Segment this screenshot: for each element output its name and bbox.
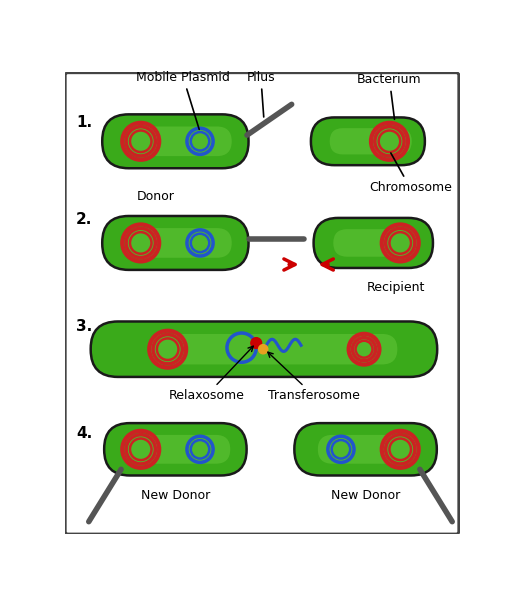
Text: Bacterium: Bacterium [357, 73, 422, 119]
Text: Pilus: Pilus [247, 71, 275, 117]
Text: 3.: 3. [76, 319, 92, 334]
Circle shape [251, 338, 262, 349]
FancyBboxPatch shape [314, 218, 433, 268]
FancyBboxPatch shape [126, 127, 232, 156]
Circle shape [259, 344, 268, 354]
FancyBboxPatch shape [91, 322, 437, 377]
FancyBboxPatch shape [333, 229, 419, 257]
Text: Donor: Donor [137, 190, 175, 203]
Text: 1.: 1. [76, 115, 92, 130]
Text: Relaxosome: Relaxosome [168, 346, 253, 402]
Text: 2.: 2. [76, 212, 93, 227]
Text: 4.: 4. [76, 427, 92, 442]
FancyBboxPatch shape [127, 435, 230, 464]
FancyBboxPatch shape [318, 435, 420, 464]
Text: Mobile Plasmid: Mobile Plasmid [136, 71, 230, 130]
FancyBboxPatch shape [294, 423, 437, 475]
FancyBboxPatch shape [148, 334, 397, 364]
FancyBboxPatch shape [102, 216, 248, 270]
FancyBboxPatch shape [66, 73, 459, 534]
Text: Chromosome: Chromosome [369, 153, 452, 194]
FancyBboxPatch shape [126, 228, 232, 258]
Text: New Donor: New Donor [141, 490, 210, 502]
Text: New Donor: New Donor [331, 490, 400, 502]
FancyBboxPatch shape [330, 128, 412, 154]
FancyBboxPatch shape [311, 118, 425, 165]
FancyBboxPatch shape [102, 115, 248, 168]
FancyBboxPatch shape [104, 423, 247, 475]
Text: Recipient: Recipient [367, 281, 425, 295]
Text: Transferosome: Transferosome [268, 352, 360, 402]
